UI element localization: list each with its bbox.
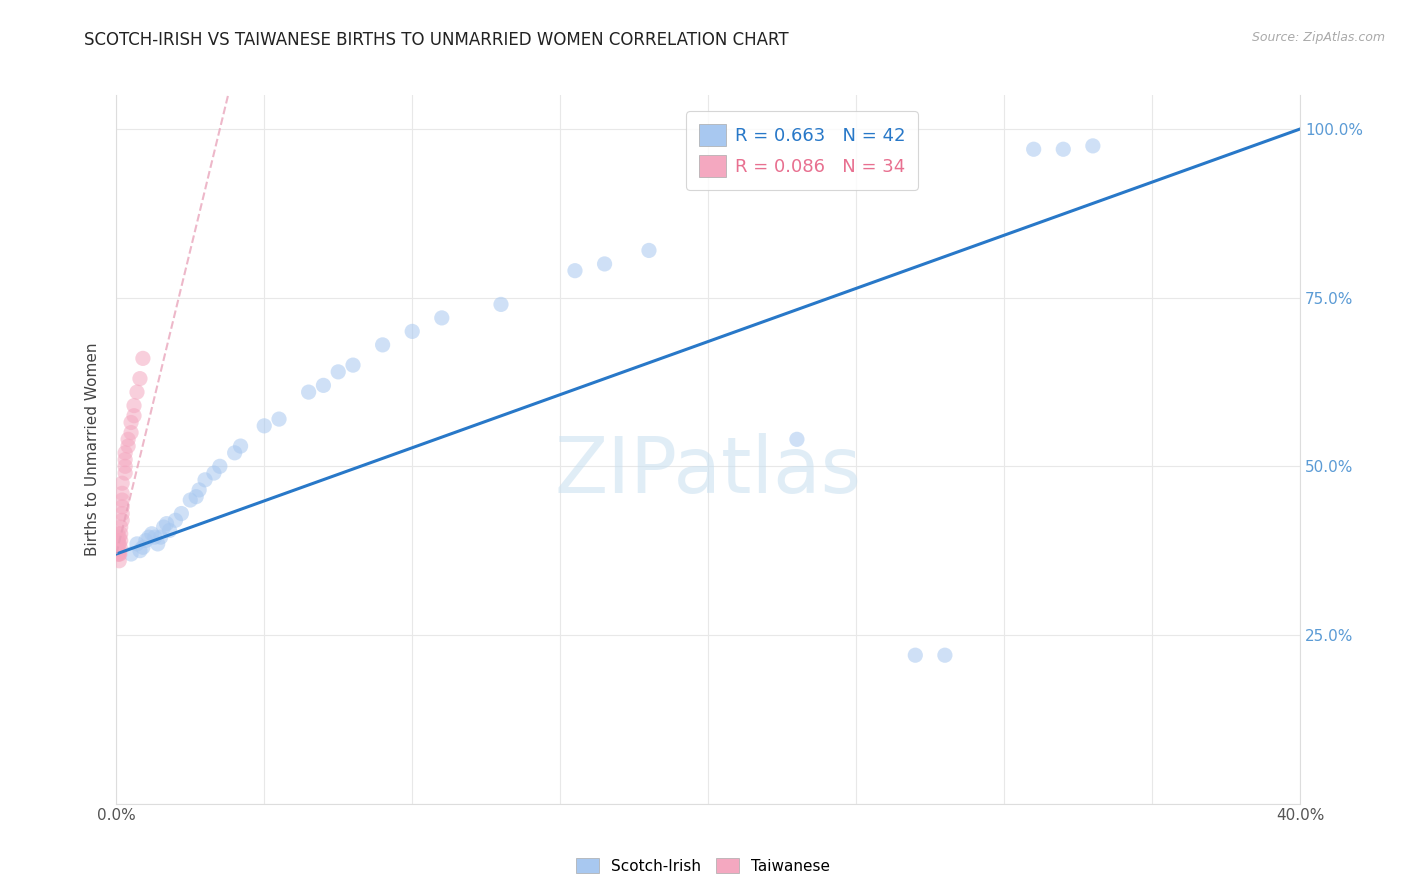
Point xyxy=(114,446,136,460)
Point xyxy=(229,439,252,453)
Point xyxy=(108,530,131,544)
Point xyxy=(430,310,453,325)
Point xyxy=(141,526,163,541)
Point xyxy=(114,466,136,480)
Legend: R = 0.663   N = 42, R = 0.086   N = 34: R = 0.663 N = 42, R = 0.086 N = 34 xyxy=(686,112,918,190)
Point xyxy=(1052,142,1074,156)
Point xyxy=(122,409,145,423)
Point xyxy=(165,513,187,527)
Text: Source: ZipAtlas.com: Source: ZipAtlas.com xyxy=(1251,31,1385,45)
Point xyxy=(111,513,134,527)
Text: ZIPatlas: ZIPatlas xyxy=(554,433,862,508)
Point xyxy=(122,399,145,413)
Point xyxy=(146,537,169,551)
Point xyxy=(904,648,927,663)
Point xyxy=(108,537,131,551)
Point xyxy=(135,533,157,548)
Point xyxy=(111,476,134,491)
Point xyxy=(110,526,132,541)
Point xyxy=(132,351,155,366)
Point xyxy=(108,547,131,561)
Point xyxy=(342,358,364,372)
Point xyxy=(267,412,290,426)
Point xyxy=(107,547,129,561)
Point xyxy=(593,257,616,271)
Point xyxy=(149,530,172,544)
Point xyxy=(786,433,808,447)
Point xyxy=(132,541,155,555)
Point xyxy=(107,537,129,551)
Point xyxy=(1022,142,1045,156)
Point xyxy=(298,385,321,400)
Point xyxy=(489,297,512,311)
Y-axis label: Births to Unmarried Women: Births to Unmarried Women xyxy=(86,343,100,557)
Point xyxy=(107,547,129,561)
Point xyxy=(108,541,131,555)
Point xyxy=(202,466,225,480)
Point xyxy=(129,371,152,385)
Legend: Scotch-Irish, Taiwanese: Scotch-Irish, Taiwanese xyxy=(569,852,837,880)
Point xyxy=(328,365,350,379)
Point xyxy=(143,530,166,544)
Point xyxy=(120,425,142,440)
Point xyxy=(1081,139,1104,153)
Point xyxy=(108,554,131,568)
Point xyxy=(401,325,423,339)
Point xyxy=(107,526,129,541)
Point xyxy=(152,520,174,534)
Point xyxy=(188,483,211,497)
Point xyxy=(564,263,586,277)
Point xyxy=(111,493,134,508)
Point xyxy=(186,490,208,504)
Point xyxy=(224,446,246,460)
Point xyxy=(117,439,139,453)
Point xyxy=(111,500,134,514)
Text: SCOTCH-IRISH VS TAIWANESE BIRTHS TO UNMARRIED WOMEN CORRELATION CHART: SCOTCH-IRISH VS TAIWANESE BIRTHS TO UNMA… xyxy=(84,31,789,49)
Point xyxy=(129,543,152,558)
Point xyxy=(108,547,131,561)
Point xyxy=(120,416,142,430)
Point xyxy=(114,459,136,474)
Point xyxy=(159,524,181,538)
Point xyxy=(155,516,177,531)
Point xyxy=(108,543,131,558)
Point xyxy=(120,547,142,561)
Point xyxy=(107,533,129,548)
Point xyxy=(114,452,136,467)
Point xyxy=(934,648,956,663)
Point xyxy=(253,418,276,433)
Point xyxy=(111,507,134,521)
Point xyxy=(138,530,160,544)
Point xyxy=(125,385,148,400)
Point xyxy=(170,507,193,521)
Point xyxy=(110,533,132,548)
Point xyxy=(111,486,134,500)
Point xyxy=(638,244,661,258)
Point xyxy=(179,493,201,508)
Point xyxy=(110,520,132,534)
Point xyxy=(125,537,148,551)
Point xyxy=(194,473,217,487)
Point xyxy=(117,433,139,447)
Point xyxy=(371,338,394,352)
Point xyxy=(208,459,231,474)
Point xyxy=(312,378,335,392)
